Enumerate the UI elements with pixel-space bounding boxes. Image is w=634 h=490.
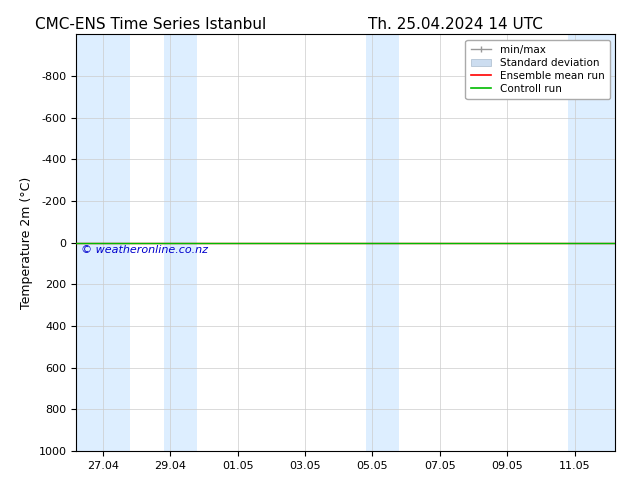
Bar <box>568 34 615 451</box>
Bar <box>76 34 130 451</box>
Y-axis label: Temperature 2m (°C): Temperature 2m (°C) <box>20 176 33 309</box>
Bar <box>164 34 197 451</box>
Text: Th. 25.04.2024 14 UTC: Th. 25.04.2024 14 UTC <box>368 17 543 32</box>
Bar <box>366 34 399 451</box>
Legend: min/max, Standard deviation, Ensemble mean run, Controll run: min/max, Standard deviation, Ensemble me… <box>465 40 610 99</box>
Text: © weatheronline.co.nz: © weatheronline.co.nz <box>81 245 209 255</box>
Text: CMC-ENS Time Series Istanbul: CMC-ENS Time Series Istanbul <box>35 17 266 32</box>
